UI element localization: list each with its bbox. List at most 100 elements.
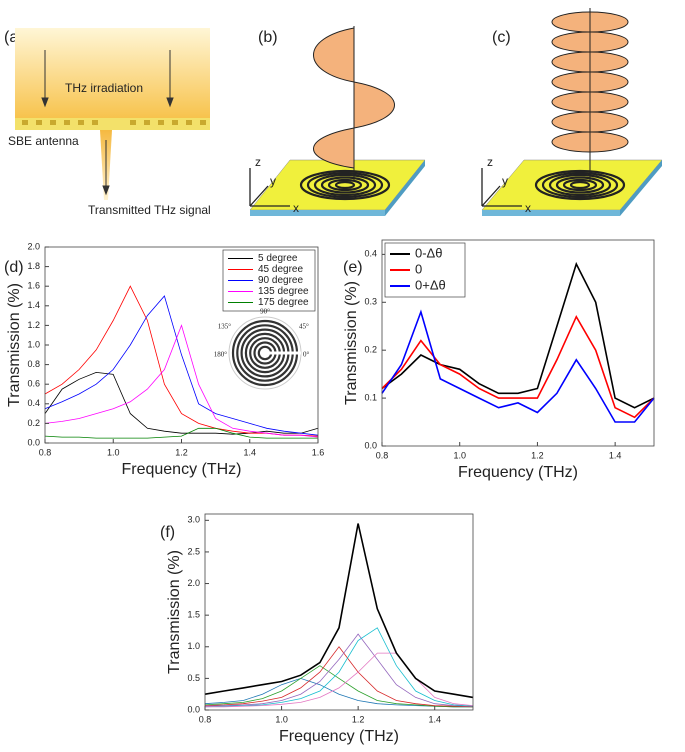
x-tick-label: 1.4 <box>243 447 256 457</box>
legend-label: 0-Δθ <box>415 245 442 260</box>
antenna-pattern <box>22 120 206 125</box>
series-line <box>204 633 474 707</box>
y-tick-label: 0.0 <box>27 437 40 447</box>
x-tick-label: 1.0 <box>275 714 288 724</box>
y-tick-label: 1.5 <box>187 610 200 620</box>
y-tick-label: 1.8 <box>27 261 40 271</box>
inset-angle-label: 0° <box>303 351 310 359</box>
y-tick-label: 0.6 <box>27 379 40 389</box>
inset-angle-label: 135° <box>218 323 232 331</box>
y-tick-label: 1.2 <box>27 320 40 330</box>
x-tick-label: 1.2 <box>175 447 188 457</box>
series-line <box>204 523 474 699</box>
spiral <box>534 169 626 201</box>
coordinate-axes <box>481 168 522 207</box>
series-line <box>204 665 473 708</box>
legend-label: 45 degree <box>258 264 303 275</box>
x-tick-label: 0.8 <box>39 447 52 457</box>
series-line <box>381 314 655 419</box>
legend-label: 0 <box>415 261 422 276</box>
panel-b: (b) z y x <box>249 26 426 216</box>
y-tick-label: 0.2 <box>27 418 40 428</box>
x-tick-label: 1.0 <box>453 450 466 460</box>
series-line <box>44 324 319 438</box>
x-axis-title: Frequency (THz) <box>121 461 241 478</box>
series-line <box>44 295 319 436</box>
x-tick-label: 1.0 <box>107 447 120 457</box>
panel-label: (e) <box>343 259 363 276</box>
series-line <box>204 677 473 708</box>
panel-c: (c) z y x <box>481 8 663 216</box>
substrate-top <box>249 159 426 211</box>
x-tick-label: 1.2 <box>531 450 544 460</box>
axis-z: z <box>487 155 493 169</box>
y-tick-label: 1.0 <box>187 641 200 651</box>
series-line <box>204 627 474 708</box>
axis-x: x <box>525 201 531 215</box>
panel-label: (f) <box>160 524 175 541</box>
series-line <box>44 371 319 435</box>
plot-frame <box>204 513 474 711</box>
arrows <box>41 50 174 196</box>
coordinate-axes <box>249 168 290 207</box>
x-tick-label: 0.8 <box>376 450 389 460</box>
x-tick-label: 1.4 <box>428 714 441 724</box>
series-line <box>381 261 655 409</box>
series-line <box>204 646 474 708</box>
y-tick-label: 1.6 <box>27 281 40 291</box>
axis-z: z <box>255 155 261 169</box>
panel-label: (c) <box>492 29 511 46</box>
y-axis-title: Transmission (%) <box>343 281 360 405</box>
series-line <box>381 309 655 423</box>
series-line <box>205 652 474 708</box>
y-tick-label: 0.1 <box>364 392 377 402</box>
y-tick-label: 0.8 <box>27 359 40 369</box>
y-tick-label: 2.5 <box>187 546 200 556</box>
legend-label: 175 degree <box>258 297 309 308</box>
axis-y: y <box>502 174 508 188</box>
plot-frame <box>381 239 655 447</box>
x-tick-label: 1.4 <box>609 450 622 460</box>
spiral <box>299 169 391 201</box>
x-tick-label: 1.6 <box>312 447 325 457</box>
y-axis-title: Transmission (%) <box>6 283 23 407</box>
substrate-side <box>250 210 385 216</box>
x-axis-title: Frequency (THz) <box>458 464 578 481</box>
y-tick-label: 0.2 <box>364 345 377 355</box>
panel-label: (d) <box>4 259 24 276</box>
y-tick-label: 3.0 <box>187 515 200 525</box>
y-tick-label: 0.5 <box>187 673 200 683</box>
y-tick-label: 0.0 <box>364 440 377 450</box>
y-tick-label: 0.4 <box>27 398 40 408</box>
irradiation-label: THz irradiation <box>65 81 143 95</box>
x-axis-title: Frequency (THz) <box>279 728 399 745</box>
legend-label: 135 degree <box>258 286 309 297</box>
series-line <box>44 427 318 439</box>
inset-angle-label: 45° <box>299 323 309 331</box>
x-tick-label: 1.2 <box>352 714 365 724</box>
legend-label: 0+Δθ <box>415 277 446 292</box>
signal-label: Transmitted THz signal <box>88 203 211 217</box>
axis-y: y <box>270 174 276 188</box>
substrate-side <box>620 160 662 216</box>
y-tick-label: 1.4 <box>27 300 40 310</box>
y-tick-label: 1.0 <box>27 339 40 349</box>
inset-angle-label: 90° <box>260 308 270 316</box>
irradiation-area <box>15 28 210 120</box>
x-tick-label: 0.8 <box>199 714 212 724</box>
axis-x: x <box>293 201 299 215</box>
y-tick-label: 0.0 <box>187 704 200 714</box>
substrate-side <box>482 210 620 216</box>
substrate-side <box>385 160 425 216</box>
legend-label: 90 degree <box>258 275 303 286</box>
antenna-label: SBE antenna <box>8 134 79 148</box>
legend-label: 5 degree <box>258 253 298 264</box>
panel-label: (b) <box>258 29 278 46</box>
y-tick-label: 2.0 <box>187 578 200 588</box>
y-tick-label: 0.3 <box>364 297 377 307</box>
panel-a: (a) THz irradiation SBE antenna Transmit… <box>4 28 211 217</box>
y-axis-title: Transmission (%) <box>166 550 183 674</box>
y-tick-label: 2.0 <box>27 241 40 251</box>
antenna-strip <box>15 118 210 130</box>
